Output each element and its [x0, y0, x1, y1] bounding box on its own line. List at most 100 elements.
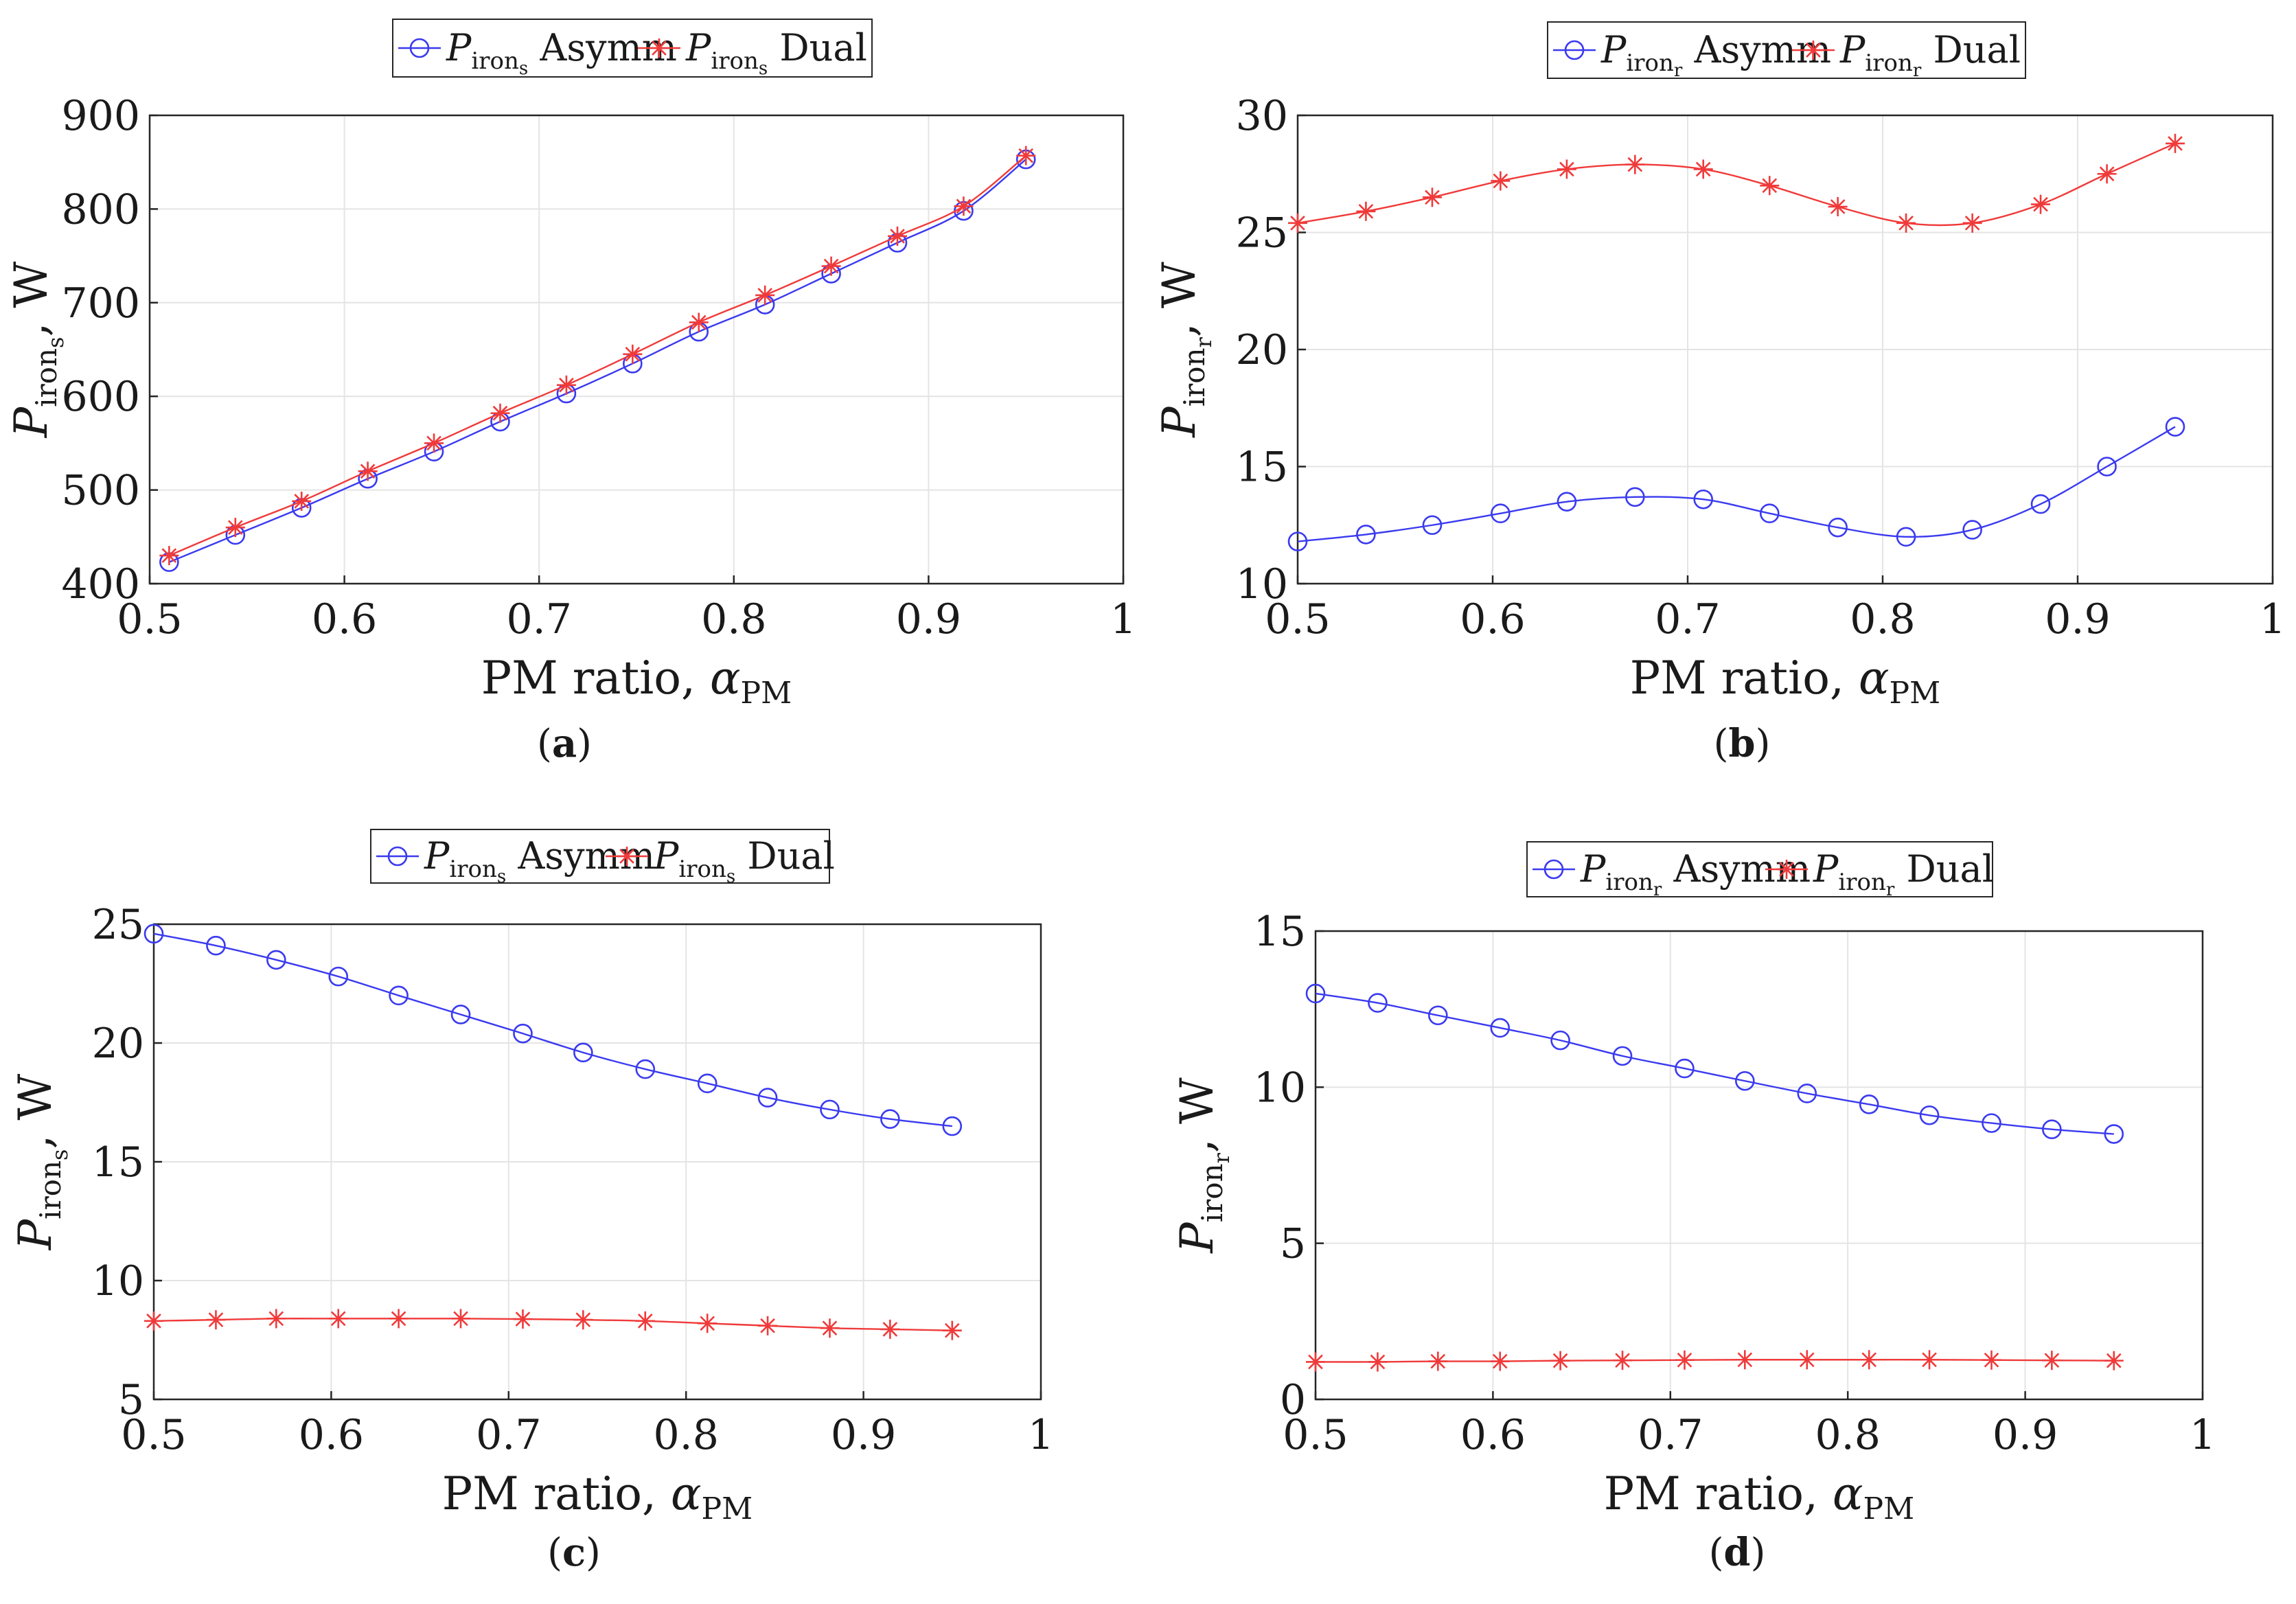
- x-tick-label: 0.5: [117, 595, 182, 643]
- legend-entry-asymm: Pirons Asymm: [398, 26, 677, 79]
- data-point: [1625, 487, 1645, 507]
- data-point: [942, 1320, 962, 1340]
- data-point: [1693, 159, 1713, 179]
- data-point: [1920, 1350, 1940, 1370]
- data-point: [888, 226, 908, 246]
- data-point: [1557, 159, 1576, 179]
- data-point: [144, 1311, 163, 1331]
- y-axis-label: Pironr, W: [1171, 1077, 1235, 1254]
- data-point: [424, 433, 444, 453]
- data-point: [1759, 503, 1780, 524]
- data-point: [942, 1116, 963, 1136]
- data-point: [1693, 489, 1714, 509]
- data-point: [2165, 417, 2185, 437]
- legend-label: Pironr Dual: [1813, 847, 1994, 900]
- data-point: [689, 312, 709, 332]
- series-asymm: [144, 924, 963, 1136]
- data-point: [206, 935, 226, 956]
- legend-marker: [1777, 860, 1796, 879]
- y-tick-label: 900: [61, 92, 140, 140]
- x-tick-label: 0.7: [1638, 1411, 1703, 1459]
- series-dual: [144, 1309, 962, 1340]
- data-point: [451, 1309, 471, 1329]
- data-point: [1356, 525, 1376, 545]
- x-tick-label: 0.7: [506, 595, 571, 643]
- legend-marker: [1564, 40, 1585, 60]
- data-point: [1625, 154, 1645, 174]
- data-point: [513, 1023, 533, 1044]
- x-tick-label: 0.5: [121, 1411, 186, 1459]
- legend-box: [1526, 841, 1993, 897]
- y-tick-label: 25: [92, 901, 144, 949]
- data-point: [1427, 1005, 1448, 1026]
- data-point: [358, 461, 378, 481]
- data-point: [880, 1319, 900, 1339]
- series-line-dual: [168, 154, 1026, 557]
- data-point: [1675, 1350, 1695, 1370]
- data-point: [1491, 171, 1511, 191]
- y-tick-label: 5: [1280, 1220, 1306, 1268]
- data-point: [2166, 133, 2185, 153]
- data-point: [697, 1073, 718, 1094]
- data-point: [2104, 1351, 2124, 1371]
- x-tick-label: 0.8: [1850, 595, 1915, 643]
- x-tick-label: 0.6: [1460, 1411, 1526, 1459]
- data-point: [1287, 531, 1308, 551]
- data-point: [513, 1309, 533, 1329]
- y-tick-label: 15: [92, 1138, 144, 1187]
- data-point: [450, 1005, 471, 1024]
- gridlines: [1315, 930, 2203, 1400]
- data-point: [1557, 492, 1577, 512]
- series-line-asymm: [168, 159, 1026, 563]
- data-point: [1962, 213, 1982, 233]
- data-point: [2042, 1351, 2062, 1371]
- data-point: [389, 985, 409, 1006]
- gridlines: [153, 924, 1042, 1400]
- x-axis-label: PM ratio, αPM: [1604, 1467, 1914, 1526]
- data-point: [1797, 1084, 1817, 1103]
- y-tick-label: 600: [61, 373, 140, 421]
- legend-entry-dual: Pironr Dual: [1765, 847, 1994, 900]
- legend-box: [370, 829, 830, 884]
- data-point: [635, 1311, 655, 1331]
- x-tick-label: 0.5: [1283, 1411, 1348, 1459]
- gridlines: [1297, 115, 2273, 584]
- data-point: [1550, 1030, 1570, 1051]
- data-point: [1490, 1351, 1510, 1371]
- legend: Pironr Asymm Pironr Dual: [1547, 21, 2026, 81]
- y-axis-label: Pirons, W: [5, 262, 69, 439]
- y-tick-label: 800: [61, 185, 140, 233]
- panel-label: (d): [1709, 1530, 1766, 1575]
- legend-label: Pirons Dual: [653, 834, 835, 887]
- data-point: [1828, 196, 1848, 216]
- data-point: [292, 491, 312, 511]
- data-point: [1896, 213, 1916, 233]
- data-point: [1422, 187, 1442, 207]
- x-tick-label: 0.6: [312, 595, 377, 643]
- data-point: [1735, 1070, 1755, 1091]
- legend-marker: [617, 847, 636, 866]
- series-line-asymm: [1297, 426, 2176, 542]
- data-point: [758, 1316, 778, 1336]
- data-point: [266, 1309, 286, 1329]
- data-point: [1859, 1095, 1879, 1114]
- y-tick-label: 400: [61, 560, 140, 608]
- series-dual: [159, 146, 1036, 566]
- legend-entry-dual: Pirons Dual: [638, 26, 867, 79]
- y-tick-label: 10: [1236, 560, 1288, 608]
- data-point: [1550, 1351, 1570, 1371]
- data-point: [266, 950, 286, 970]
- data-point: [1896, 527, 1916, 547]
- y-tick-label: 25: [1236, 209, 1288, 257]
- data-point: [1859, 1350, 1879, 1370]
- data-point: [954, 196, 974, 216]
- data-point: [144, 924, 164, 944]
- plot-frame: [148, 114, 1125, 585]
- y-tick-label: 15: [1236, 444, 1288, 492]
- data-point: [1356, 201, 1376, 221]
